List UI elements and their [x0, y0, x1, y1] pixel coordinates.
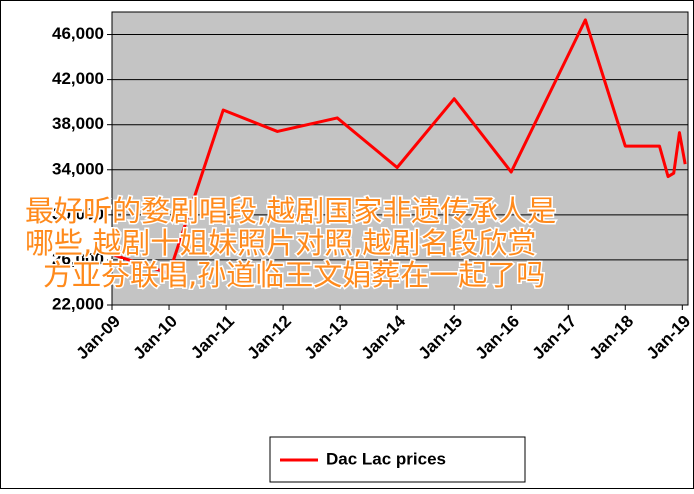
- overlay-text: 方亚芬联唱,孙道临王文娟葬在一起了吗: [43, 258, 545, 292]
- y-tick-label: 38,000: [52, 114, 104, 133]
- y-tick-label: 22,000: [52, 294, 104, 313]
- overlay-text: 最好听的婺剧唱段,越剧国家非遗传承人是: [25, 194, 556, 228]
- plot-border: [111, 11, 689, 306]
- data-line: [111, 18, 687, 275]
- y-tick-label: 42,000: [52, 69, 104, 88]
- y-tick-label: 26,000: [52, 249, 104, 268]
- overlay-text: 哪些,越剧十姐妹照片对照,越剧名段欣赏: [25, 226, 536, 260]
- y-tick-label: 46,000: [52, 24, 104, 43]
- legend-label: Dac Lac prices: [326, 449, 446, 468]
- y-tick-label: 30,000: [52, 204, 104, 223]
- y-tick-label: 34,000: [52, 159, 104, 178]
